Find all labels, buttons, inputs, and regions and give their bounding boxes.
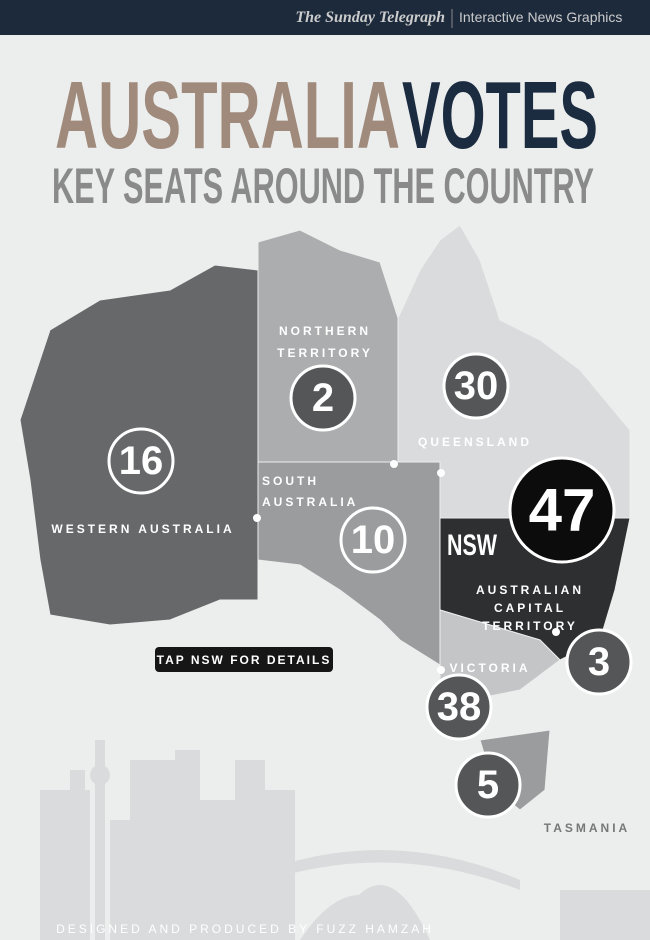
seat-count: 2: [312, 376, 334, 420]
region-label: AUSTRALIAN: [476, 583, 584, 597]
skyline: [40, 740, 650, 940]
seat-circle: [565, 628, 633, 696]
seat-count: 30: [454, 364, 499, 408]
marker-dot: [253, 514, 261, 522]
brand: The Sunday Telegraph: [295, 9, 445, 26]
region-label[interactable]: NSW: [447, 529, 497, 562]
region-label: TERRITORY: [482, 619, 578, 633]
seat-count: 16: [119, 439, 164, 483]
region-label: AUSTRALIA: [262, 495, 358, 509]
seat-badges: [107, 352, 633, 819]
title-part1: AUSTRALIA: [55, 62, 400, 169]
region-label: CAPITAL: [494, 601, 566, 615]
details-button[interactable]: [155, 647, 333, 672]
subtitle: KEY SEATS AROUND THE COUNTRY: [52, 158, 594, 214]
region-label: SOUTH: [262, 474, 319, 488]
region-label: VICTORIA: [449, 661, 530, 675]
marker-dot: [390, 460, 398, 468]
marker-dot: [552, 628, 560, 636]
seat-circle: [339, 506, 407, 574]
seat-count: 38: [437, 685, 482, 729]
region-label: TASMANIA: [544, 821, 630, 835]
header-bar: [0, 0, 650, 35]
footer: DESIGNED AND PRODUCED BY FUZZ HAMZAH: [56, 922, 434, 936]
title-part2: VOTES: [402, 62, 598, 169]
seat-circle: [425, 673, 493, 741]
seat-circle: [107, 427, 175, 495]
region-label: WESTERN AUSTRALIA: [51, 522, 234, 536]
seat-circle: [442, 352, 510, 420]
marker-dot: [437, 666, 445, 674]
seat-count: 10: [351, 518, 396, 562]
seat-count: 3: [588, 640, 610, 684]
region-label: NORTHERN: [279, 324, 371, 338]
seat-circle: [289, 364, 357, 432]
seat-count: 5: [477, 763, 499, 807]
marker-dot: [437, 469, 445, 477]
region-label: QUEENSLAND: [418, 435, 532, 449]
section: Interactive News Graphics: [459, 9, 622, 25]
seat-count[interactable]: 47: [529, 477, 596, 544]
seat-circle[interactable]: [508, 456, 616, 564]
seat-circle: [454, 751, 522, 819]
details-button-label[interactable]: TAP NSW FOR DETAILS: [157, 653, 332, 667]
region-label: TERRITORY: [277, 346, 373, 360]
